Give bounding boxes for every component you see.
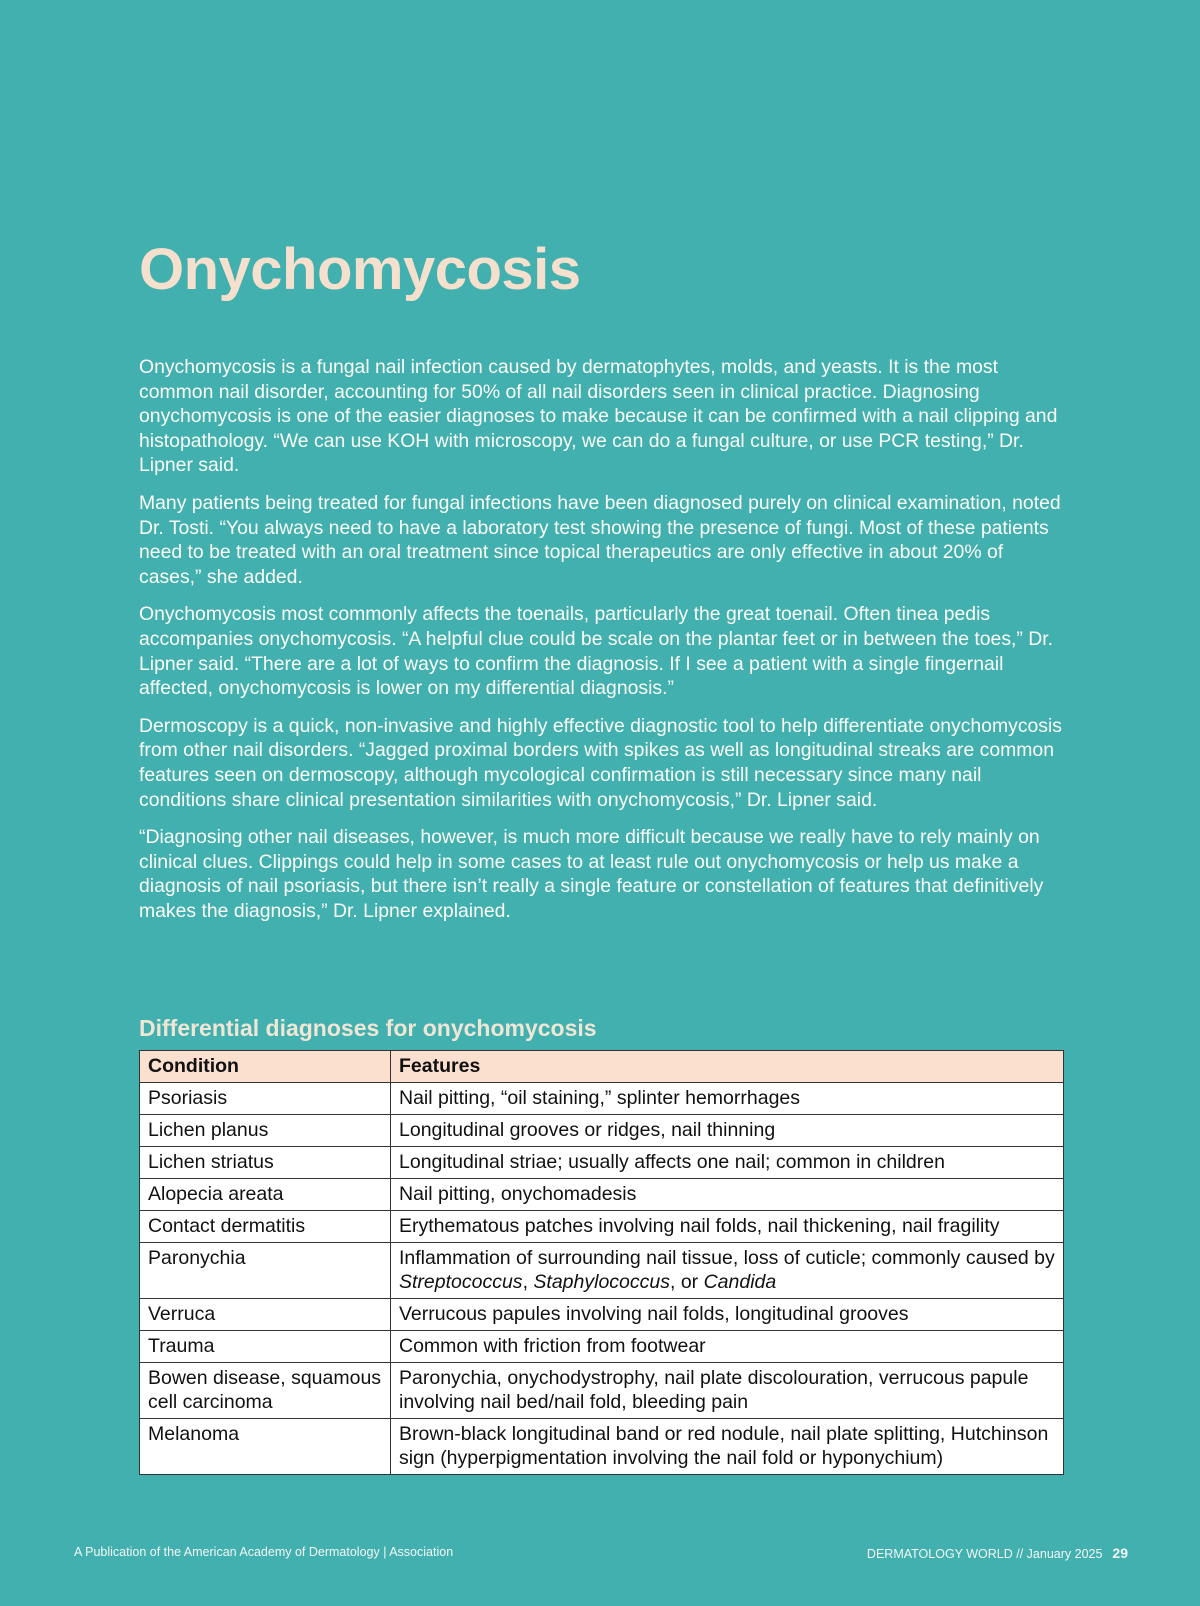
footer-publication: A Publication of the American Academy of… [74, 1545, 454, 1559]
paragraph: Many patients being treated for fungal i… [139, 491, 1061, 588]
paragraph: Onychomycosis is a fungal nail infection… [139, 356, 1058, 477]
cell-features: Nail pitting, “oil staining,” splinter h… [390, 1082, 1064, 1115]
cell-features: Verrucous papules involving nail folds, … [390, 1298, 1064, 1331]
page-number: 29 [1112, 1545, 1128, 1561]
cell-features: Common with friction from footwear [390, 1330, 1064, 1363]
cell-condition: Bowen disease, squamous cell carcinoma [139, 1362, 391, 1419]
cell-condition: Lichen planus [139, 1114, 391, 1147]
cell-features: Longitudinal striae; usually affects one… [390, 1146, 1064, 1179]
cell-condition: Lichen striatus [139, 1146, 391, 1179]
paragraph: Onychomycosis most commonly affects the … [139, 603, 1054, 700]
cell-condition: Paronychia [139, 1242, 391, 1299]
paragraph: “Diagnosing other nail diseases, however… [139, 826, 1044, 922]
table-row: Verruca Verrucous papules involving nail … [139, 1298, 1064, 1331]
cell-condition: Psoriasis [139, 1082, 391, 1115]
cell-condition: Contact dermatitis [139, 1210, 391, 1243]
table-row: Trauma Common with friction from footwear [139, 1330, 1064, 1363]
table-row: Contact dermatitis Erythematous patches i… [139, 1210, 1064, 1243]
cell-features: Nail pitting, onychomadesis [390, 1178, 1064, 1211]
cell-features: Longitudinal grooves or ridges, nail thi… [390, 1114, 1064, 1147]
cell-features: Erythematous patches involving nail fold… [390, 1210, 1064, 1243]
table-header-row: Condition Features [139, 1050, 1064, 1083]
header-condition: Condition [139, 1050, 391, 1083]
footer-issue: DERMATOLOGY WORLD // January 2025 29 [867, 1545, 1128, 1561]
cell-features: Brown-black longitudinal band or red nod… [390, 1418, 1064, 1475]
table-title: Differential diagnoses for onychomycosis [139, 1015, 597, 1041]
cell-condition: Melanoma [139, 1418, 391, 1475]
table-row: Bowen disease, squamous cell carcinoma Pa… [139, 1362, 1064, 1419]
cell-condition: Trauma [139, 1330, 391, 1363]
article-body: Onychomycosis is a fungal nail infection… [139, 355, 1069, 936]
table-row: Psoriasis Nail pitting, “oil staining,” s… [139, 1082, 1064, 1115]
differential-diagnoses-table: Condition Features Psoriasis Nail pitting… [139, 1050, 1064, 1475]
table-row: Lichen planus Longitudinal grooves or rid… [139, 1114, 1064, 1147]
header-features: Features [390, 1050, 1064, 1083]
cell-features: Inflammation of surrounding nail tissue,… [390, 1242, 1064, 1299]
footer-issue-text: DERMATOLOGY WORLD // January 2025 [866, 1547, 1103, 1561]
page-title: Onychomycosis [139, 237, 581, 302]
table-row: Melanoma Brown-black longitudinal band or… [139, 1418, 1064, 1475]
table-row: Alopecia areata Nail pitting, onychomades… [139, 1178, 1064, 1211]
cell-features: Paronychia, onychodystrophy, nail plate … [390, 1362, 1064, 1419]
table-row: Paronychia Inflammation of surrounding na… [139, 1242, 1064, 1299]
cell-condition: Alopecia areata [139, 1178, 391, 1211]
cell-condition: Verruca [139, 1298, 391, 1331]
table-row: Lichen striatus Longitudinal striae; usua… [139, 1146, 1064, 1179]
paragraph: Dermoscopy is a quick, non-invasive and … [139, 714, 1062, 811]
